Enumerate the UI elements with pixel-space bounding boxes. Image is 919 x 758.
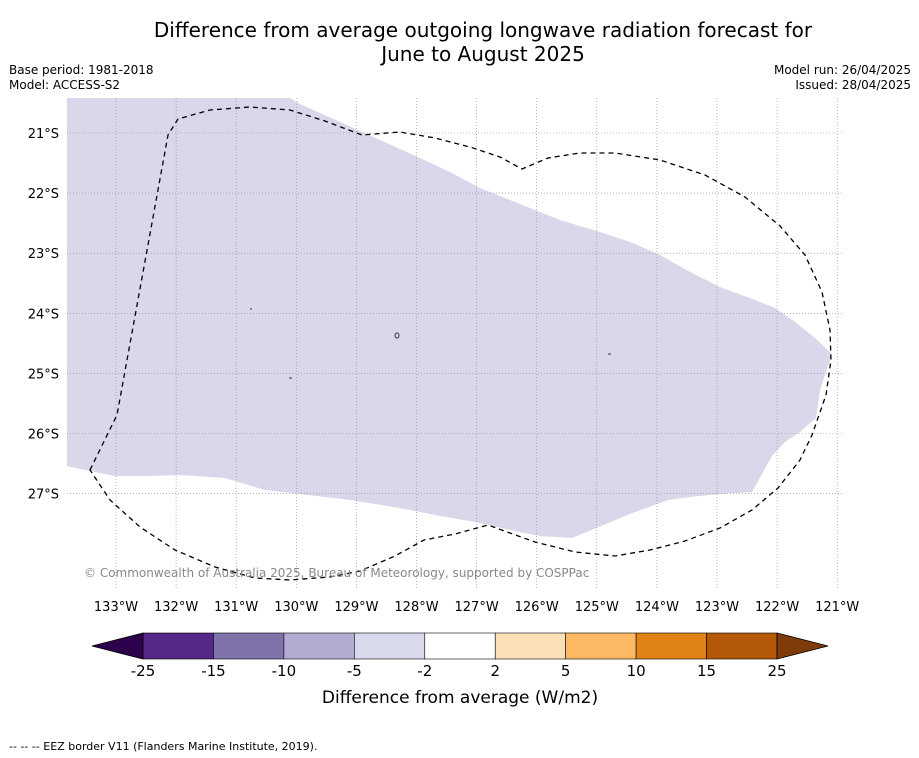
longitude-tick-label: 128°W: [394, 600, 438, 615]
longitude-tick-label: 129°W: [334, 600, 378, 615]
colorbar-over-arrow: [776, 632, 829, 660]
meta-right: Model run: 26/04/2025 Issued: 28/04/2025: [774, 63, 911, 93]
colorbar-tick-label: 2: [490, 662, 500, 680]
colorbar-segment: [283, 632, 355, 660]
longitude-tick-label: 127°W: [455, 600, 499, 615]
eez-border-line: [89, 106, 832, 581]
base-period-label: Base period: 1981-2018: [9, 63, 154, 77]
title-line-2: June to August 2025: [381, 42, 585, 66]
colorbar-segment: [494, 632, 566, 660]
longitude-tick-label: 130°W: [274, 600, 318, 615]
colorbar-segment: [354, 632, 426, 660]
chart-title: Difference from average outgoing longwav…: [0, 18, 919, 66]
latitude-tick-label: 26°S: [28, 428, 59, 443]
colorbar-tick-label: 25: [767, 662, 786, 680]
model-run-label: Model run: 26/04/2025: [773, 63, 911, 77]
anomaly-field-region: [67, 98, 832, 538]
colorbar-label: Difference from average (W/m2): [322, 688, 598, 708]
title-line-1: Difference from average outgoing longwav…: [153, 18, 813, 42]
copyright-notice: © Commonwealth of Australia 2025, Bureau…: [84, 566, 589, 580]
longitude-tick-label: 124°W: [635, 600, 679, 615]
latitude-tick-label: 21°S: [28, 127, 59, 142]
colorbar-segment: [142, 632, 214, 660]
meta-left: Base period: 1981-2018 Model: ACCESS-S2: [9, 63, 154, 93]
latitude-tick-label: 22°S: [28, 187, 59, 202]
colorbar-tick-label: -5: [347, 662, 362, 680]
longitude-tick-label: 122°W: [755, 600, 799, 615]
colorbar-tick-label: -2: [417, 662, 432, 680]
longitude-tick-label: 123°W: [695, 600, 739, 615]
issued-label: Issued: 28/04/2025: [795, 78, 911, 92]
longitude-tick-label: 131°W: [214, 600, 258, 615]
colorbar-tick-label: -25: [131, 662, 156, 680]
longitude-tick-label: 133°W: [94, 600, 138, 615]
model-label: Model: ACCESS-S2: [9, 78, 121, 92]
colorbar-segment: [213, 632, 285, 660]
colorbar-tick-label: -15: [201, 662, 226, 680]
longitude-tick-label: 121°W: [815, 600, 859, 615]
longitude-tick-label: 125°W: [575, 600, 619, 615]
longitude-tick-labels: 133°W 132°W 131°W 130°W 129°W 128°W 127°W 126°W…: [94, 600, 860, 615]
longitude-tick-label: 126°W: [515, 600, 559, 615]
colorbar: -25 -15 -10 -5 -2 2 5 10 15 25 Difference from av…: [91, 632, 829, 708]
colorbar-under-arrow: [91, 632, 144, 660]
longitude-tick-label: 132°W: [154, 600, 198, 615]
field-artifacts: [250, 308, 611, 379]
colorbar-segment: [706, 632, 778, 660]
map-panel: [67, 98, 843, 588]
latitude-tick-label: 27°S: [28, 488, 59, 503]
latitude-tick-label: 25°S: [28, 367, 59, 382]
eez-footnote: -- -- -- EEZ border V11 (Flanders Marine…: [9, 740, 318, 753]
colorbar-segment: [565, 632, 637, 660]
colorbar-segment: [635, 632, 707, 660]
latitude-tick-label: 24°S: [28, 307, 59, 322]
colorbar-tick-label: 10: [627, 662, 646, 680]
colorbar-tick-label: 5: [561, 662, 571, 680]
latitude-tick-labels: 21°S 22°S 23°S 24°S 25°S 26°S 27°S: [28, 127, 59, 503]
colorbar-tick-label: 15: [697, 662, 716, 680]
colorbar-segment: [424, 632, 496, 660]
latitude-tick-label: 23°S: [28, 247, 59, 262]
colorbar-tick-label: -10: [272, 662, 297, 680]
map-gridlines: [67, 98, 843, 588]
